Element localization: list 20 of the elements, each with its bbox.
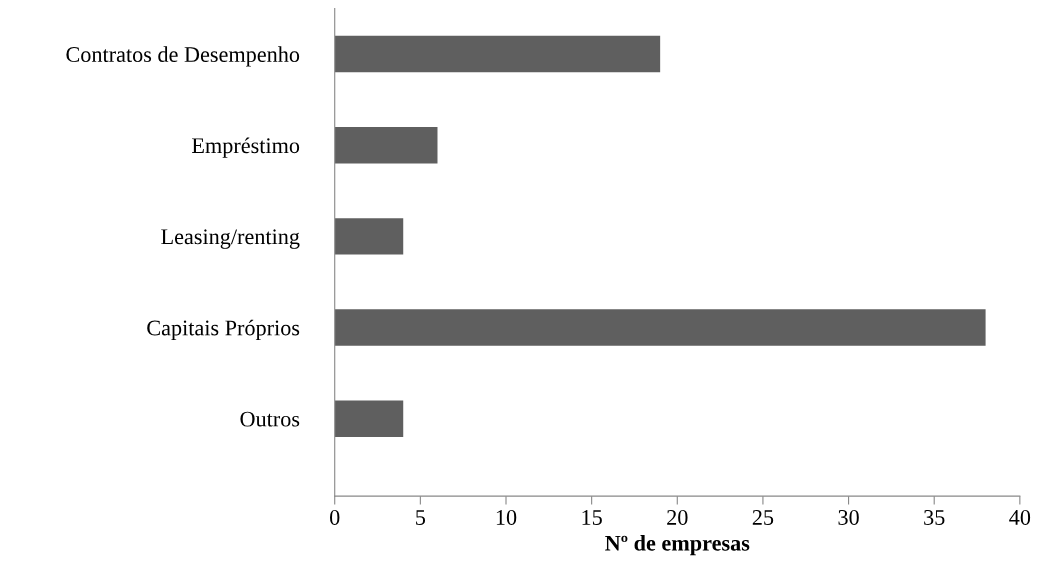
y-tick-label: Contratos de Desempenho: [66, 46, 300, 67]
x-tick-label: 0: [330, 509, 340, 525]
bar: [334, 400, 404, 437]
y-tick-label: Empréstimo: [192, 137, 300, 158]
x-tick-label: 25: [752, 510, 774, 525]
x-tick-label: 40: [1009, 509, 1031, 525]
x-tick-label: 30: [838, 509, 859, 525]
y-tick-label: Leasing/renting: [161, 229, 300, 249]
x-tick-label: 20: [667, 509, 688, 525]
bar: [334, 309, 986, 346]
bar: [334, 218, 404, 255]
bar: [334, 126, 438, 164]
bar: [334, 35, 661, 73]
x-tick-label: 10: [496, 509, 517, 525]
y-tick-label: Outros: [240, 411, 300, 427]
x-tick-label: 5: [416, 510, 426, 525]
y-tick-label: Capitais Próprios: [147, 319, 300, 340]
x-axis-title: Nº de empresas: [605, 535, 750, 556]
x-tick-label: 15: [582, 510, 602, 525]
x-tick-label: 35: [924, 510, 945, 525]
